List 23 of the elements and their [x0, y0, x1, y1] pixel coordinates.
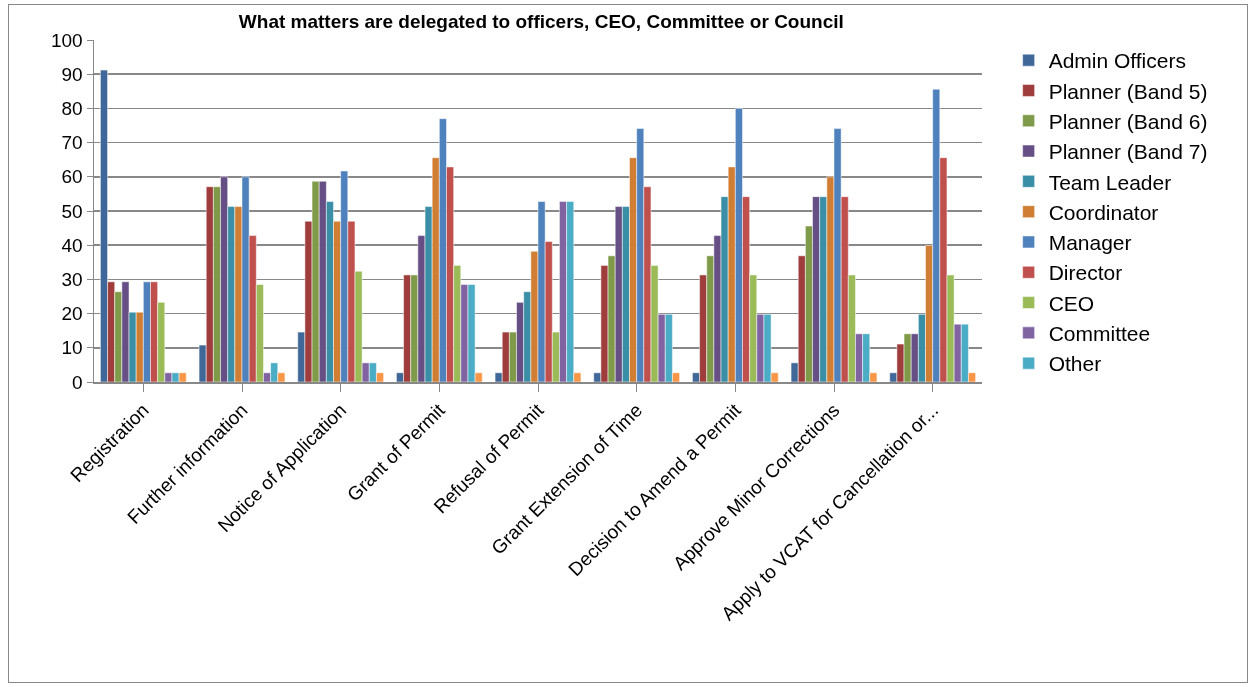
legend-label: Admin Officers	[1048, 49, 1186, 73]
legend-label: Manager	[1048, 231, 1132, 255]
y-tick-label: 20	[61, 303, 83, 325]
y-tick-label: 80	[61, 98, 83, 120]
y-tick-label: 40	[61, 234, 83, 256]
chart-title: What matters are delegated to officers, CEO, Committee or Council	[238, 11, 844, 33]
y-tick-label: 10	[61, 337, 83, 359]
legend-label: Other	[1048, 352, 1102, 376]
legend-label: Coordinator	[1048, 200, 1159, 224]
legend-label: Director	[1048, 261, 1123, 285]
legend-label: Planner (Band 5)	[1048, 79, 1208, 103]
y-tick-label: 100	[51, 29, 83, 51]
legend-label: CEO	[1048, 291, 1095, 315]
legend-label: Team Leader	[1048, 170, 1172, 194]
y-tick-label: 50	[61, 200, 83, 222]
y-tick-label: 70	[61, 132, 83, 154]
y-tick-label: 30	[61, 269, 83, 291]
legend-label: Planner (Band 6)	[1048, 109, 1208, 133]
y-tick-label: 60	[61, 166, 83, 188]
y-tick-label: 90	[61, 63, 83, 85]
y-tick-label: 0	[72, 371, 83, 393]
legend-label: Committee	[1048, 322, 1151, 346]
legend-label: Planner (Band 7)	[1048, 140, 1208, 164]
